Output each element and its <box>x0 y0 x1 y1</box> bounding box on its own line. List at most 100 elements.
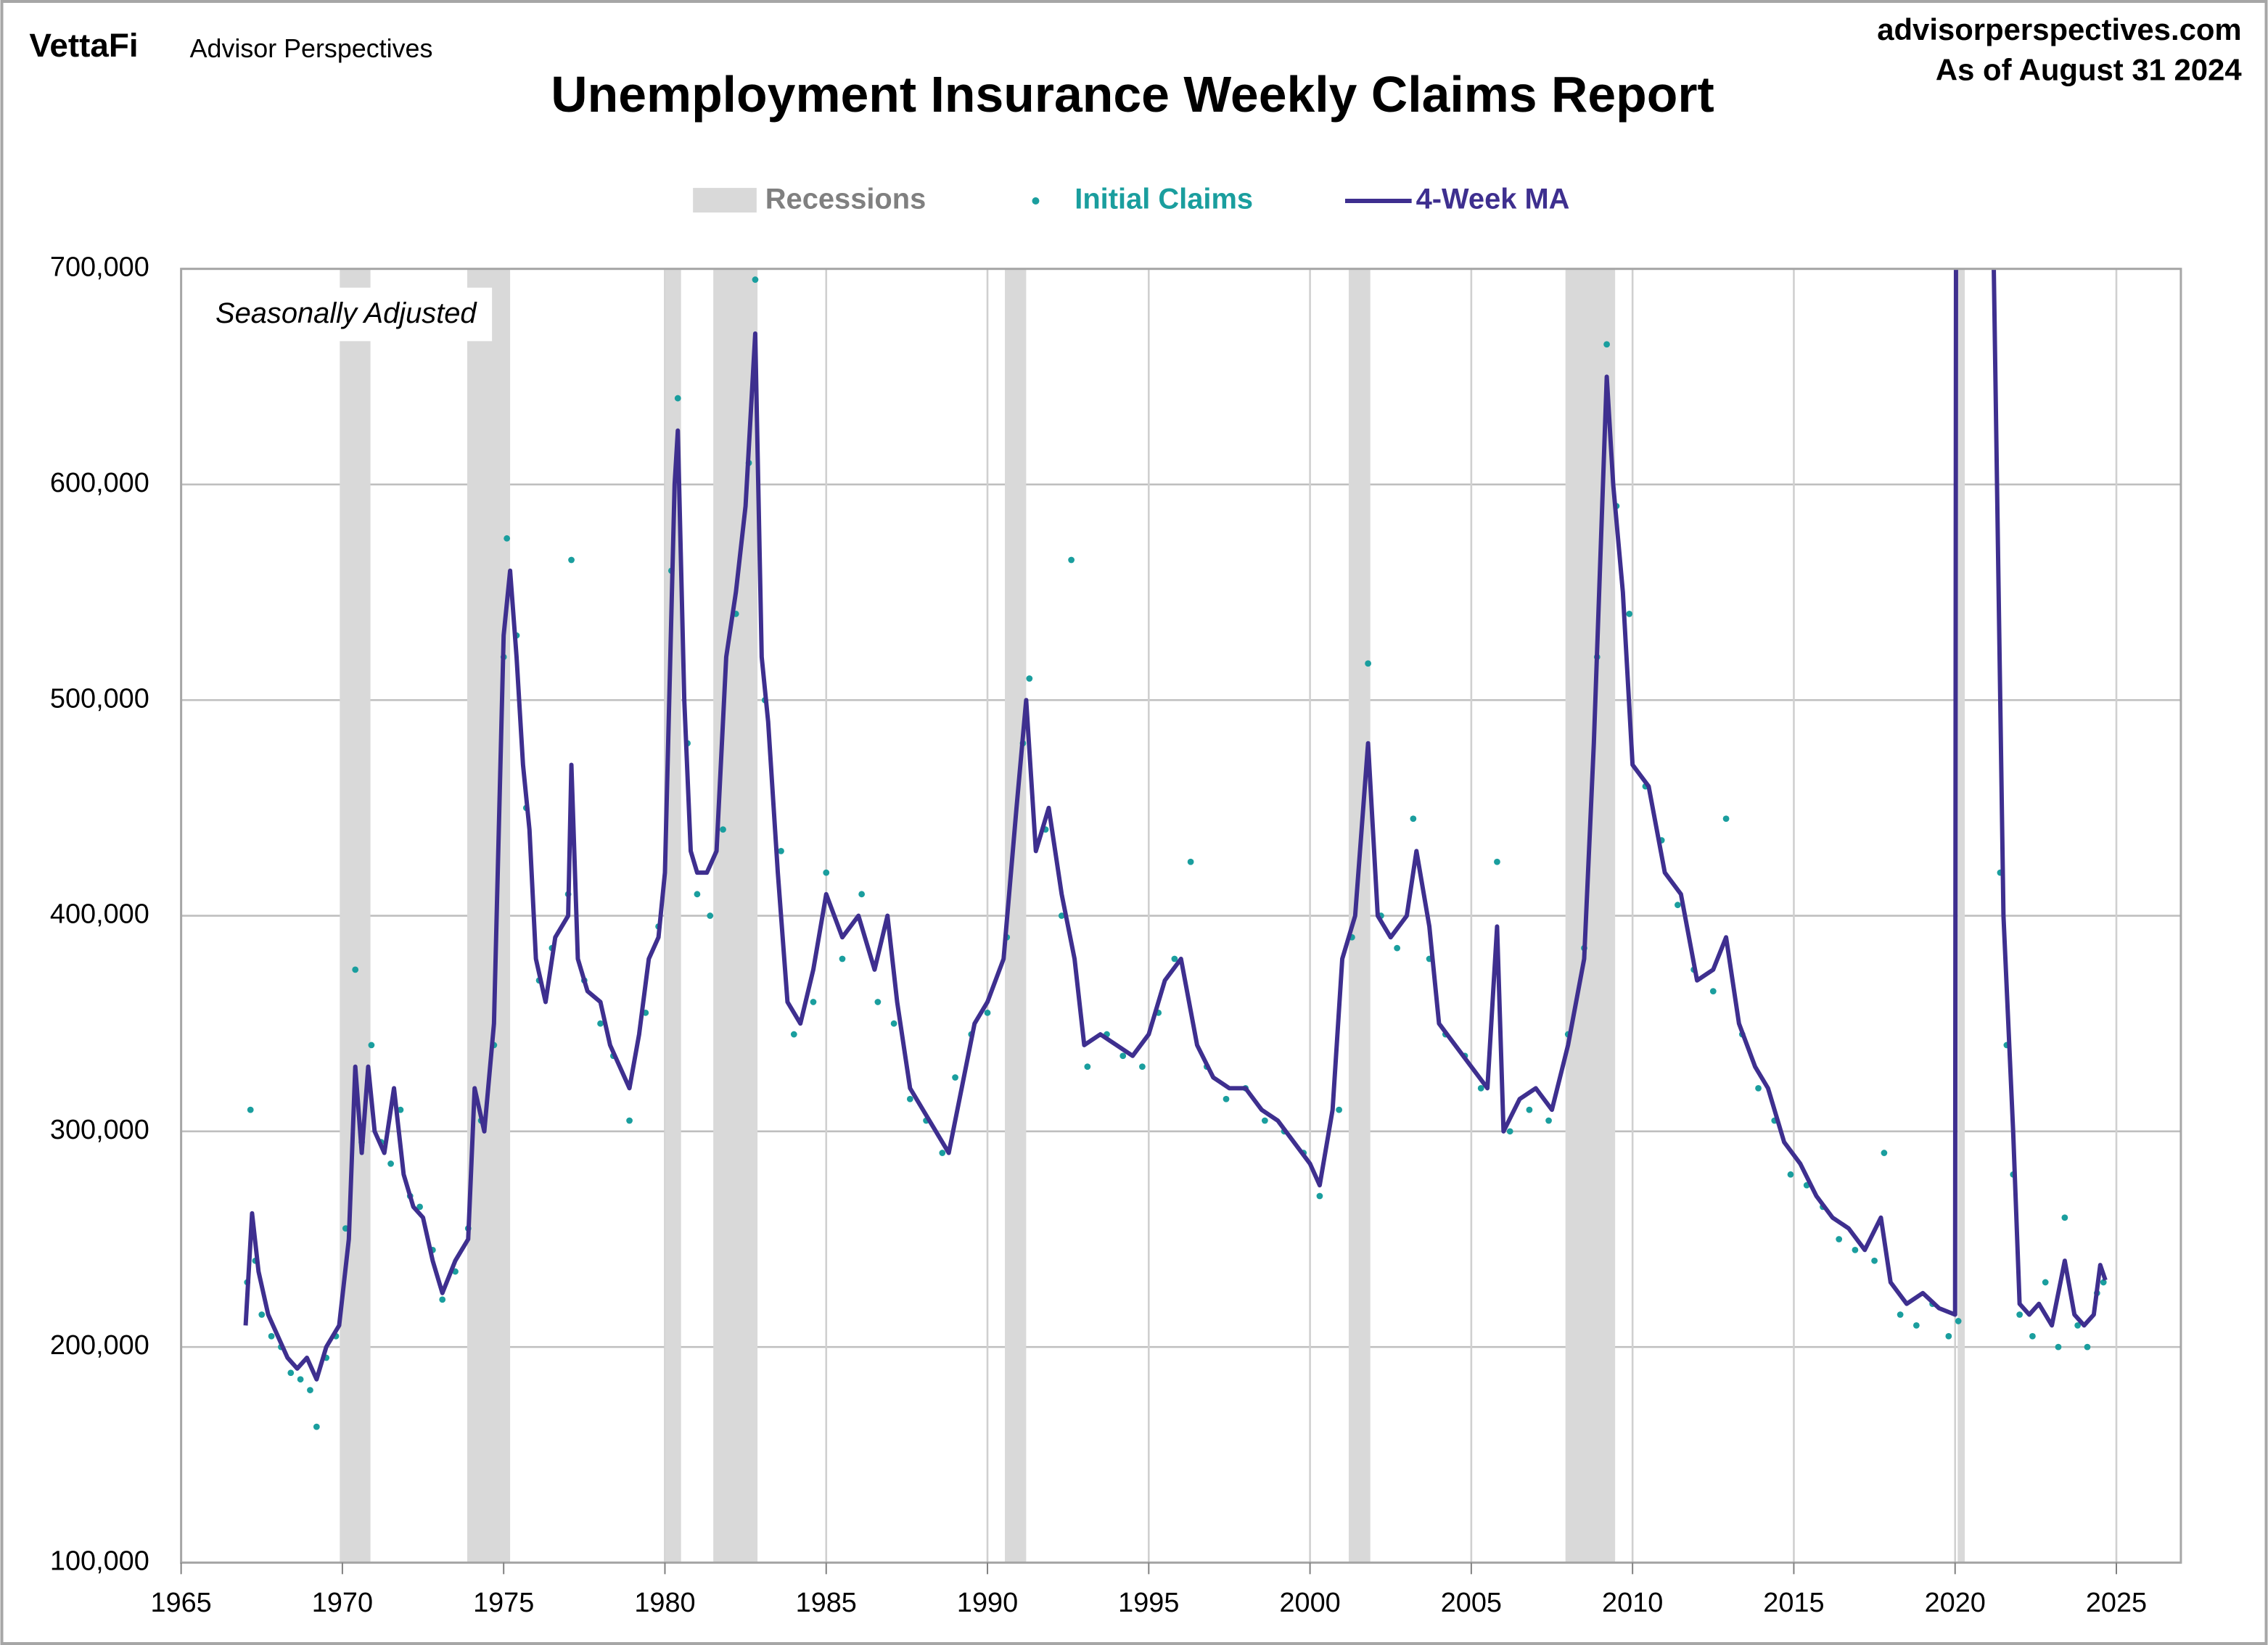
claims-point <box>1223 1095 1230 1102</box>
claims-point <box>906 1095 913 1102</box>
y-tick-label: 100,000 <box>50 1546 149 1576</box>
x-tick-label: 1975 <box>473 1588 534 1618</box>
legend-label: Initial Claims <box>1075 184 1253 215</box>
claims-point <box>720 826 726 833</box>
date: As of August 31 2024 <box>1936 53 2242 87</box>
x-tick-label: 2020 <box>1925 1588 1986 1618</box>
claims-point <box>1084 1063 1091 1071</box>
claims-point <box>1139 1063 1146 1071</box>
claims-point <box>597 1020 604 1027</box>
x-tick-label: 2015 <box>1763 1588 1824 1618</box>
x-tick-label: 1985 <box>796 1588 857 1618</box>
claims-point <box>504 535 511 542</box>
claims-point <box>1945 1332 1952 1340</box>
y-tick-label: 500,000 <box>50 683 149 714</box>
claims-point <box>2016 1311 2023 1318</box>
claims-point <box>2055 1343 2062 1351</box>
claims-point <box>1955 1318 1962 1324</box>
legend-swatch <box>693 188 757 213</box>
annotation-box <box>201 287 493 342</box>
claims-point <box>416 1203 423 1211</box>
claims-point <box>1626 610 1633 617</box>
claims-point <box>839 955 846 962</box>
axes: 100,000 200,000 300,000 400,000 500,000 600,0… <box>50 252 2147 1619</box>
claims-point <box>1068 556 1075 564</box>
claims-point <box>1494 858 1500 865</box>
claims-point <box>1336 1106 1342 1113</box>
recession-band <box>467 268 511 1563</box>
x-tick-label: 1970 <box>312 1588 373 1618</box>
claims-point <box>287 1369 295 1377</box>
claims-point <box>1709 988 1717 994</box>
x-tick-label: 2025 <box>2086 1588 2147 1618</box>
x-tick-label: 1980 <box>634 1588 695 1618</box>
claims-point <box>858 891 866 898</box>
claims-point <box>2061 1214 2068 1221</box>
y-tick-label: 700,000 <box>50 252 149 283</box>
claims-point <box>1394 944 1401 952</box>
claims-point <box>568 556 575 564</box>
claims-point <box>823 869 830 876</box>
y-tick-label: 200,000 <box>50 1330 149 1361</box>
claims-point <box>1787 1171 1794 1178</box>
claims-point <box>1506 1128 1513 1135</box>
claims-point <box>297 1376 304 1383</box>
claims-point <box>439 1296 446 1303</box>
recession-band <box>713 268 758 1563</box>
claims-point <box>626 1117 633 1124</box>
claims-point <box>2084 1343 2091 1351</box>
claims-point <box>1365 660 1372 667</box>
claims-point <box>778 847 784 854</box>
y-tick-label: 600,000 <box>50 468 149 498</box>
claims-point <box>1119 1052 1127 1060</box>
x-tick-label: 2005 <box>1441 1588 1502 1618</box>
claims-point <box>307 1387 313 1393</box>
y-tick-label: 400,000 <box>50 899 149 930</box>
x-tick-label: 1990 <box>957 1588 1018 1618</box>
claims-point <box>790 1031 797 1038</box>
publisher: Advisor Perspectives <box>190 34 433 63</box>
claims-point <box>268 1332 275 1340</box>
claims-point <box>387 1160 394 1167</box>
chart-title: Unemployment Insurance Weekly Claims Rep… <box>551 66 1714 123</box>
claims-point <box>258 1311 266 1318</box>
claims-point <box>2029 1332 2036 1340</box>
claims-point <box>752 276 759 283</box>
claims-point <box>1261 1117 1268 1124</box>
plot <box>243 268 2108 1430</box>
ma-line <box>243 268 2108 1382</box>
recessions <box>340 268 1965 1563</box>
recession-band <box>1565 268 1616 1563</box>
claims-point <box>1881 1150 1888 1156</box>
claims-point <box>397 1106 404 1113</box>
claims-point <box>1675 902 1681 909</box>
y-tick-label: 300,000 <box>50 1115 149 1145</box>
claims-point <box>1477 1084 1484 1092</box>
claims-point <box>1836 1236 1843 1242</box>
legend: Recessions Initial Claims 4-Week MA <box>693 184 1569 215</box>
claims-point <box>247 1106 254 1113</box>
recession-band <box>1957 268 1965 1563</box>
x-tick-label: 1995 <box>1118 1588 1179 1618</box>
claims-point <box>2074 1322 2082 1329</box>
claims-point <box>694 891 701 898</box>
claims-point <box>1171 955 1178 962</box>
claims-point <box>1871 1257 1878 1264</box>
claims-point <box>1187 858 1194 865</box>
claims-point <box>1526 1106 1533 1113</box>
claims-point <box>874 999 882 1005</box>
claims-point <box>939 1150 946 1156</box>
plot-border <box>180 268 2182 1564</box>
recession-band <box>1348 268 1371 1563</box>
brand: VettaFi <box>29 27 138 64</box>
claims-point <box>1852 1246 1859 1253</box>
annotation: Seasonally Adjusted <box>215 297 477 329</box>
claims-point <box>1755 1084 1762 1092</box>
claims-point <box>1316 1192 1323 1200</box>
x-tick-label: 2000 <box>1279 1588 1340 1618</box>
claims-point <box>810 999 817 1005</box>
claims-point <box>1026 675 1033 682</box>
claims-point <box>2100 1279 2107 1286</box>
claims-point <box>707 912 714 919</box>
legend-swatch <box>1032 197 1040 205</box>
